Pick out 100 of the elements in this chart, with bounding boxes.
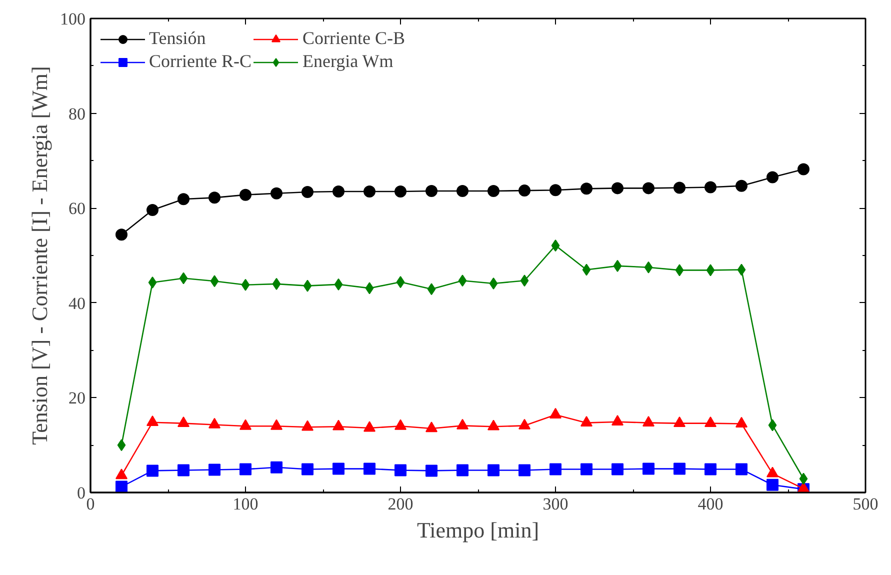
point: [458, 274, 467, 287]
point: [488, 185, 500, 198]
point: [766, 171, 778, 184]
y-tick-label: 60: [68, 199, 86, 218]
point: [302, 420, 314, 431]
point: [179, 272, 188, 284]
x-tick-label: 100: [232, 494, 258, 514]
point: [766, 478, 778, 491]
point: [550, 184, 562, 196]
point: [704, 181, 716, 194]
point: [580, 463, 592, 476]
point: [456, 185, 468, 198]
point: [520, 274, 529, 287]
point: [302, 186, 314, 198]
point: [550, 408, 562, 418]
x-tick-label: 500: [852, 494, 878, 514]
point: [644, 261, 653, 274]
point: [642, 462, 654, 475]
point: [365, 282, 374, 294]
point: [364, 186, 376, 198]
point: [736, 180, 748, 192]
point: [427, 283, 436, 296]
point: [426, 185, 438, 198]
point: [580, 182, 592, 195]
point: [580, 416, 592, 426]
point: [674, 416, 686, 427]
point: [332, 462, 344, 475]
x-tick-label: 300: [542, 494, 568, 514]
point: [332, 186, 344, 198]
point: [396, 276, 405, 288]
point: [642, 182, 654, 194]
point: [272, 278, 281, 290]
point: [394, 186, 406, 198]
point: [518, 184, 530, 197]
point: [674, 462, 686, 475]
point: [240, 188, 252, 201]
point: [612, 415, 624, 426]
point: [456, 418, 468, 430]
legend-label: Corriente C-B: [302, 28, 405, 49]
point: [489, 277, 498, 290]
point: [612, 182, 624, 194]
legend-label: Corriente R-C: [149, 51, 252, 72]
point: [488, 420, 500, 430]
point: [642, 416, 654, 426]
point: [736, 463, 748, 476]
point: [210, 275, 219, 288]
point: [613, 260, 622, 272]
point: [178, 464, 190, 476]
y-tick-label: 100: [60, 10, 86, 28]
point: [116, 480, 128, 492]
point: [146, 204, 158, 216]
point: [148, 276, 157, 289]
point: [551, 240, 560, 252]
point: [488, 464, 500, 476]
point: [394, 464, 406, 476]
point: [799, 472, 808, 485]
point: [208, 464, 220, 476]
point: [550, 463, 562, 476]
point: [612, 463, 624, 476]
legend-label: Tensión: [149, 28, 206, 49]
point: [178, 416, 190, 427]
point: [270, 187, 282, 200]
point: [302, 463, 314, 476]
point: [332, 420, 344, 430]
point: [766, 466, 778, 478]
y-tick-label: 20: [68, 388, 86, 408]
point: [456, 464, 468, 476]
x-axis-title: Tiempo [min]: [416, 518, 540, 542]
point: [768, 419, 777, 432]
point: [364, 462, 376, 475]
point: [117, 439, 126, 452]
legend-label: Energia Wm: [302, 51, 394, 72]
point: [146, 464, 158, 477]
y-tick-label: 80: [68, 104, 86, 124]
point: [208, 418, 220, 428]
point: [116, 468, 128, 480]
point: [582, 264, 591, 276]
point: [116, 228, 128, 241]
point: [240, 419, 252, 430]
point: [334, 278, 343, 290]
point: [704, 463, 716, 476]
point: [518, 418, 530, 430]
point: [518, 464, 530, 476]
point: [675, 264, 684, 276]
point: [798, 163, 810, 176]
point: [208, 192, 220, 204]
point: [240, 463, 252, 476]
point: [706, 264, 715, 276]
point: [674, 182, 686, 194]
point: [736, 416, 748, 428]
point: [241, 278, 250, 291]
x-tick-label: 200: [388, 494, 414, 514]
x-tick-label: 400: [698, 494, 724, 514]
point: [270, 419, 282, 430]
point: [178, 193, 190, 206]
point: [426, 422, 438, 432]
point: [394, 419, 406, 430]
y-axis-title: Tension [V] - Corriente [I] - Energia [Wm]: [27, 66, 52, 445]
point: [270, 461, 282, 474]
point: [146, 415, 158, 426]
